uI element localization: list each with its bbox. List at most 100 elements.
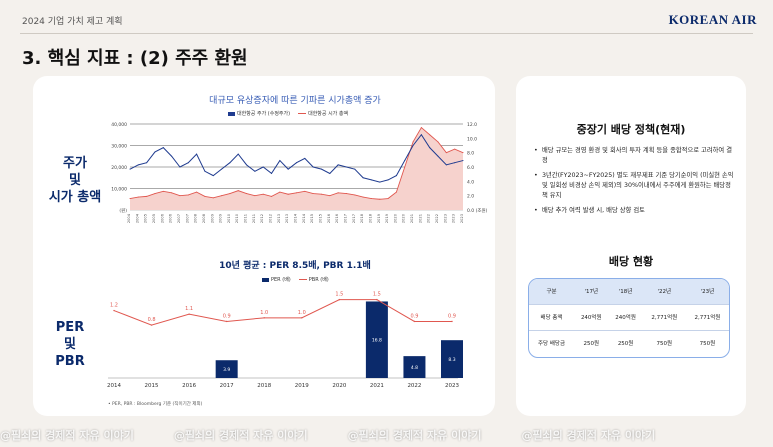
chart1-x-tick-label: 2007 bbox=[177, 214, 181, 223]
chart1-x-tick-label: 2015 bbox=[310, 214, 314, 223]
chart1-stock-point bbox=[229, 162, 231, 164]
chart1-mcap-point bbox=[279, 191, 281, 193]
chart1-x-tick-label: 2016 bbox=[335, 213, 339, 223]
chart2-per-bar bbox=[441, 340, 463, 378]
dividend-cell: 배당 총액 bbox=[529, 303, 575, 330]
header-divider bbox=[20, 33, 753, 34]
chart2-legend-pbr-label: PBR (배) bbox=[308, 277, 329, 283]
chart2-per-label: 16.8 bbox=[372, 338, 382, 344]
dividend-cell: 주당 배당금 bbox=[529, 329, 575, 356]
chart1-stock-point bbox=[212, 175, 214, 177]
chart1-stock-point bbox=[337, 164, 339, 166]
chart1-x-tick-label: 2013 bbox=[277, 214, 281, 223]
label-stock-mcap-line2: 및 bbox=[69, 173, 81, 188]
chart2-pbr-label: 0.9 bbox=[448, 313, 456, 319]
chart2-pbr-label: 1.1 bbox=[185, 306, 193, 312]
chart1-x-tick-label: 2021 bbox=[418, 214, 422, 223]
chart2-x-tick-label: 2015 bbox=[145, 383, 159, 389]
chart1-x-tick-label: 2004 bbox=[127, 213, 131, 223]
korean-air-logo: KOREAN AIR bbox=[668, 12, 757, 27]
chart1-mcap-point bbox=[437, 141, 439, 143]
chart1-stock-point bbox=[445, 164, 447, 166]
chart1-stock-point bbox=[246, 164, 248, 166]
chart1-x-tick-label: 2012 bbox=[260, 214, 264, 223]
chart1-mcap-point bbox=[179, 195, 181, 197]
chart1-stock-point bbox=[354, 168, 356, 170]
chart1-x-tick-label: 2021 bbox=[410, 214, 414, 223]
dividend-status-title: 배당 현황 bbox=[608, 255, 654, 268]
chart2-pbr-point bbox=[338, 298, 341, 301]
chart1-stock-point bbox=[129, 168, 131, 170]
watermark-text: @필쇠의 경제적 자유 이야기 bbox=[347, 429, 482, 442]
chart1-stock-point bbox=[196, 153, 198, 155]
chart1-stock-point bbox=[221, 168, 223, 170]
chart1-mcap-point bbox=[354, 194, 356, 196]
chart1-stock-point bbox=[320, 168, 322, 170]
chart1-mcap-point bbox=[271, 195, 273, 197]
chart1-right-tick-label: 12.0 bbox=[467, 122, 477, 128]
chart1-mcap-point bbox=[262, 193, 264, 195]
dividend-cell: 250원 bbox=[608, 329, 643, 356]
chart1-legend-stock: 대한항공 주가 (수정주가) bbox=[228, 110, 290, 117]
chart1-x-tick-label: 2022 bbox=[427, 214, 431, 223]
chart1-x-tick-label: 2017 bbox=[343, 214, 347, 223]
chart2-x-tick-label: 2016 bbox=[182, 383, 196, 389]
chart1-stock-point bbox=[179, 166, 181, 168]
chart1-x-tick-label: 2022 bbox=[435, 214, 439, 223]
chart1-x-tick-label: 2013 bbox=[285, 214, 289, 223]
chart1-stock-point bbox=[420, 134, 422, 136]
chart1-mcap-point bbox=[246, 193, 248, 195]
chart1-stock-point bbox=[271, 172, 273, 174]
dividend-table: 구분 '17년 '18년 '22년 '23년 배당 총액 240억원 240억원… bbox=[528, 278, 730, 358]
chart1-stock-point bbox=[395, 175, 397, 177]
chart1-stock-point bbox=[412, 145, 414, 146]
chart1-mcap-point bbox=[204, 195, 206, 197]
label-per-pbr-line1: PER bbox=[55, 320, 85, 335]
chart1-mcap-point bbox=[320, 193, 322, 195]
chart1-stock-point bbox=[329, 172, 331, 174]
chart1-x-tick-label: 2019 bbox=[377, 213, 381, 223]
chart1-x-tick-label: 2010 bbox=[235, 213, 239, 223]
chart1-mcap-point bbox=[254, 195, 256, 197]
top-bar: 2024 기업 가치 제고 계획 KOREAN AIR bbox=[0, 0, 773, 42]
chart2-x-tick-label: 2018 bbox=[257, 383, 271, 389]
chart2-pbr-label: 1.5 bbox=[373, 292, 381, 298]
chart2-pbr-label: 0.9 bbox=[410, 313, 418, 319]
chart1-legend-stock-label: 대한항공 주가 (수정주가) bbox=[237, 111, 291, 117]
chart1-left-tick-label: (원) bbox=[119, 207, 127, 214]
chart2-x-tick-label: 2019 bbox=[295, 383, 309, 389]
chart2-pbr-point bbox=[301, 317, 303, 319]
chart2-x-tick-label: 2020 bbox=[332, 383, 346, 389]
chart1-x-tick-label: 2020 bbox=[402, 213, 406, 223]
chart1-mcap-point bbox=[462, 152, 464, 154]
dividend-cell: 240억원 bbox=[574, 303, 609, 330]
chart1-mcap-point bbox=[395, 191, 397, 193]
chart1-stock-point bbox=[462, 160, 464, 162]
chart1-x-tick-label: 2023 bbox=[452, 214, 456, 223]
chart1-mcap-point bbox=[312, 193, 314, 195]
chart1-mcap-point bbox=[362, 196, 364, 198]
chart1-mcap-point bbox=[412, 141, 414, 143]
chart1-stock-point bbox=[370, 179, 372, 181]
chart1-stock-point bbox=[345, 166, 347, 168]
chart1-mcap-point bbox=[137, 196, 139, 198]
chart1-mcap-point bbox=[420, 127, 422, 129]
dividend-header-cell: '17년 bbox=[574, 279, 609, 304]
chart1-stock-point bbox=[154, 151, 156, 153]
chart1-mcap-point bbox=[345, 193, 347, 195]
chart1-mcap-point bbox=[329, 195, 331, 197]
chart1-mcap-point bbox=[387, 198, 389, 200]
table-row: 배당 총액 240억원 240억원 2,771억원 2,771억원 bbox=[529, 303, 729, 330]
chart2-pbr-point bbox=[263, 317, 265, 319]
chart1-mcap-point bbox=[337, 192, 339, 194]
chart1-mcap-point bbox=[162, 190, 164, 192]
chart1-stock-point bbox=[387, 179, 389, 181]
dividend-table-header-row: 구분 '17년 '18년 '22년 '23년 bbox=[529, 279, 729, 304]
chart1-stock-point bbox=[404, 160, 406, 162]
chart1-x-tick-label: 2011 bbox=[244, 214, 248, 223]
chart1-x-tick-label: 2019 bbox=[385, 213, 389, 223]
label-per-pbr: PER 및 PBR bbox=[40, 319, 100, 370]
chart1-x-tick-label: 2015 bbox=[318, 214, 322, 223]
dividend-cell: 240억원 bbox=[608, 303, 643, 330]
chart1-right-tick-label: 0.0 (조원) bbox=[467, 207, 488, 214]
